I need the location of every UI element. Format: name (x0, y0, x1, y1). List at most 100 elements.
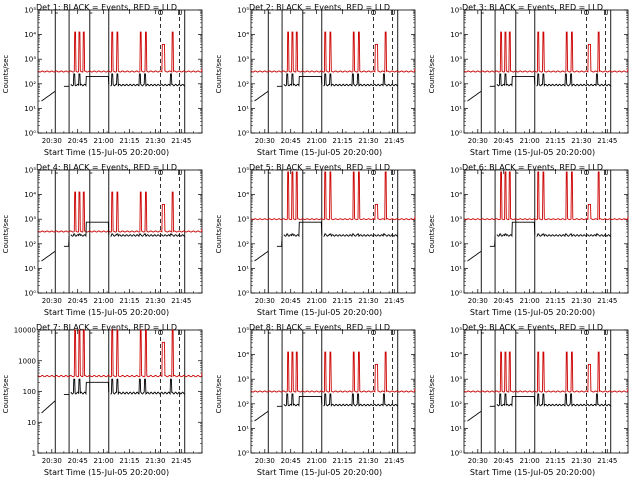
x-tick-label: 21:45 (384, 457, 404, 465)
x-tick-label: 20:30 (468, 137, 488, 145)
marker-label: L (391, 329, 395, 337)
x-tick-label: 21:00 (94, 297, 114, 305)
x-tick-label: 21:45 (171, 297, 191, 305)
y-tick-label: 10⁰ (450, 290, 462, 298)
x-tick-label: 21:15 (545, 137, 565, 145)
series-events-line (89, 221, 110, 235)
series-events-line (254, 410, 269, 422)
marker-label: O (371, 9, 377, 17)
x-tick-label: 20:45 (281, 137, 301, 145)
x-tick-label: 21:30 (571, 457, 591, 465)
marker-label: L (178, 9, 182, 17)
x-tick-label: 20:45 (494, 457, 514, 465)
marker-label: O (158, 9, 164, 17)
panel-title: Det 2: BLACK = Events, RED = LLD (249, 3, 390, 12)
series-events-line (110, 378, 185, 396)
x-tick-label: 20:30 (255, 457, 275, 465)
y-tick-label: 10¹ (237, 265, 249, 273)
panel-title: Det 7: BLACK = Events, RED = LLD (36, 323, 177, 332)
series-events-line (467, 410, 482, 422)
y-tick-label: 10³ (450, 56, 462, 64)
y-tick-label: 10000 (14, 327, 36, 335)
series-events-line (467, 90, 482, 102)
panel-plot: 10⁰ 10¹ 10² 10³ 10⁴ 10⁵ 20:30 20:45 21:00 21:15 21… (237, 167, 416, 305)
marker-label: O (584, 329, 590, 337)
y-tick-label: 10⁴ (24, 31, 36, 39)
y-tick-label: 10⁵ (450, 327, 462, 335)
y-tick-label: 10⁰ (237, 450, 249, 458)
x-tick-label: 21:00 (94, 457, 114, 465)
x-axis-label: Start Time (15-Jul-05 20:20:00) (43, 148, 170, 157)
panel-plot: 10⁰ 10¹ 10² 10³ 10⁴ 10⁵ 20:30 20:45 21:00 21:15 21… (450, 7, 629, 145)
detector-panel: Det 8: BLACK = Events, RED = LLD Start Ti… (213, 320, 426, 480)
y-tick-label: 10³ (24, 216, 36, 224)
y-tick-label: 10¹ (237, 105, 249, 113)
x-tick-label: 20:30 (255, 137, 275, 145)
panel-title: Det 6: BLACK = Events, RED = LLD (462, 163, 603, 172)
x-tick-label: 21:45 (384, 137, 404, 145)
y-tick-label: 10³ (237, 56, 249, 64)
panel-title: Det 4: BLACK = Events, RED = LLD (36, 163, 177, 172)
series-events-line (536, 393, 611, 407)
y-tick-label: 10⁴ (450, 31, 462, 39)
y-tick-label: 10¹ (24, 105, 36, 113)
series-events-line (110, 73, 185, 87)
series-events-line (515, 395, 536, 405)
x-tick-label: 20:30 (468, 457, 488, 465)
y-tick-label: 10 (27, 419, 36, 427)
series-events-line (302, 221, 323, 235)
series-events-line (276, 405, 283, 407)
plot-frame (250, 169, 416, 294)
y-tick-label: 10² (237, 400, 249, 408)
y-tick-label: 10² (450, 240, 462, 248)
x-axis-label: Start Time (15-Jul-05 20:20:00) (469, 468, 596, 477)
x-tick-label: 21:45 (597, 457, 617, 465)
x-tick-label: 21:30 (145, 457, 165, 465)
x-tick-label: 21:00 (520, 297, 540, 305)
detector-panel: Det 1: BLACK = Events, RED = LLD Start Ti… (0, 0, 213, 160)
detector-panel: Det 3: BLACK = Events, RED = LLD Start Ti… (426, 0, 639, 160)
series-events-line (496, 221, 516, 238)
x-tick-label: 21:15 (119, 297, 139, 305)
series-events-line (63, 85, 70, 87)
series-events-line (70, 73, 90, 87)
panel-plot: 10⁰ 10¹ 10² 10³ 10⁴ 10⁵ 20:30 20:45 21:00 21:15 21… (24, 167, 203, 305)
x-tick-label: 21:00 (520, 457, 540, 465)
marker-label: L (391, 9, 395, 17)
series-events-line (489, 236, 496, 247)
y-tick-label: 10⁵ (450, 7, 462, 15)
marker-label: L (391, 169, 395, 177)
series-events-line (41, 90, 56, 102)
x-axis-label: Start Time (15-Jul-05 20:20:00) (469, 308, 596, 317)
x-tick-label: 21:30 (571, 297, 591, 305)
y-tick-label: 10² (450, 400, 462, 408)
x-tick-label: 21:30 (358, 297, 378, 305)
x-axis-label: Start Time (15-Jul-05 20:20:00) (43, 468, 170, 477)
y-tick-label: 10³ (450, 376, 462, 384)
x-tick-label: 21:45 (597, 137, 617, 145)
y-tick-label: 10⁵ (237, 7, 249, 15)
series-lld-line (463, 351, 629, 393)
x-tick-label: 20:45 (68, 457, 88, 465)
x-axis-label: Start Time (15-Jul-05 20:20:00) (256, 468, 383, 477)
panel-plot: 1 10 100 1000 10000 20:30 20:45 21:00 21:15 21:30… (14, 327, 203, 465)
series-lld-line (250, 351, 416, 393)
y-tick-label: 10⁰ (24, 130, 36, 138)
x-axis-label: Start Time (15-Jul-05 20:20:00) (256, 308, 383, 317)
x-tick-label: 21:15 (545, 297, 565, 305)
y-tick-label: 10⁴ (24, 191, 36, 199)
series-events-line (536, 73, 611, 87)
x-axis-label: Start Time (15-Jul-05 20:20:00) (43, 308, 170, 317)
panel-plot: 10⁰ 10¹ 10² 10³ 10⁴ 10⁵ 20:30 20:45 21:00 21:15 21… (450, 167, 629, 305)
y-tick-label: 10⁵ (237, 327, 249, 335)
detector-panel: Det 6: BLACK = Events, RED = LLD Start Ti… (426, 160, 639, 320)
x-tick-label: 21:00 (520, 137, 540, 145)
series-events-line (496, 73, 516, 87)
x-tick-label: 20:30 (255, 297, 275, 305)
y-tick-label: 10⁴ (237, 351, 249, 359)
series-events-line (283, 393, 303, 407)
x-tick-label: 21:30 (571, 137, 591, 145)
y-tick-label: 10⁴ (237, 31, 249, 39)
y-tick-label: 10¹ (24, 265, 36, 273)
x-tick-label: 20:45 (494, 297, 514, 305)
